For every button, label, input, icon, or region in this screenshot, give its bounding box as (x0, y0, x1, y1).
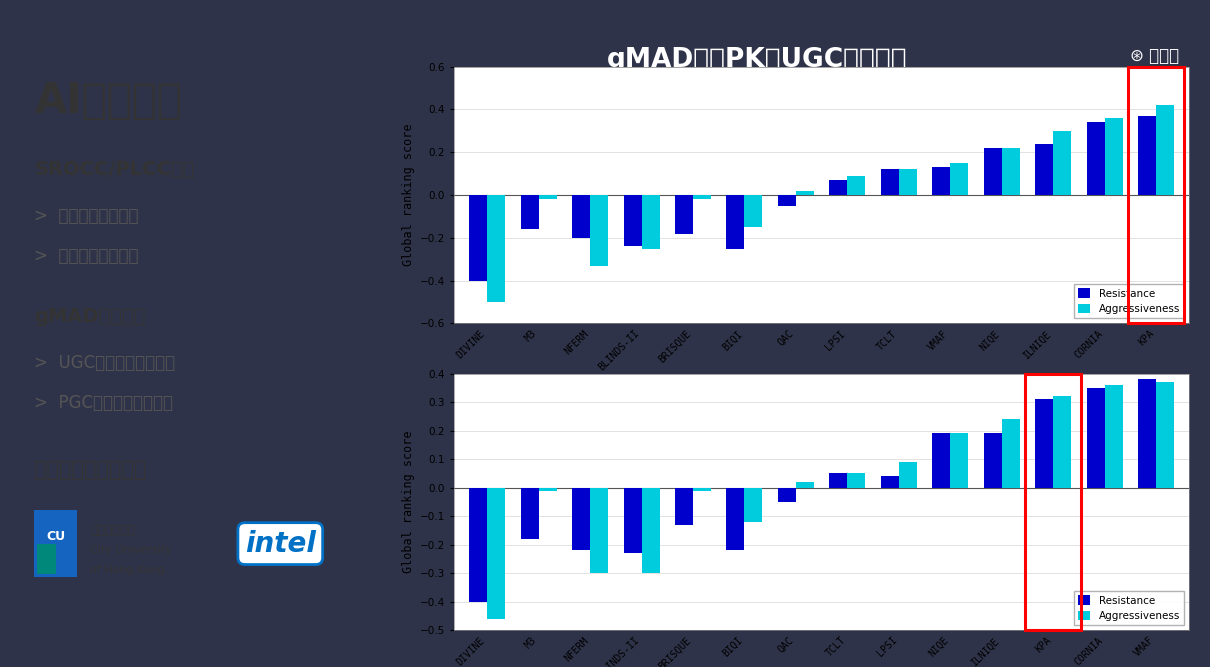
Text: >  全参考排名：第一: > 全参考排名：第一 (34, 247, 139, 265)
FancyBboxPatch shape (34, 510, 77, 577)
Bar (1035, 399, 1053, 488)
Bar (726, 195, 744, 249)
Bar (1053, 131, 1071, 195)
Bar (950, 163, 968, 195)
Bar (796, 191, 814, 195)
Bar (1035, 143, 1053, 195)
Bar (641, 488, 659, 573)
Text: >  UGC中评测排名：第一: > UGC中评测排名：第一 (34, 354, 175, 372)
Bar (847, 176, 865, 195)
Text: ⊛ 金山云: ⊛ 金山云 (1130, 47, 1179, 65)
Legend: Resistance, Aggressiveness: Resistance, Aggressiveness (1073, 284, 1185, 318)
Bar (899, 462, 917, 488)
Bar (641, 195, 659, 249)
Bar (488, 195, 506, 302)
Bar (1156, 382, 1174, 488)
Bar (1087, 122, 1105, 195)
Y-axis label: Global ranking score: Global ranking score (402, 124, 415, 266)
Bar (1105, 118, 1123, 195)
Bar (881, 169, 899, 195)
Text: >  PGC中评测排名：第三: > PGC中评测排名：第三 (34, 394, 173, 412)
Text: of Hong Kong: of Hong Kong (91, 566, 165, 575)
Bar (1137, 380, 1156, 488)
Bar (572, 195, 590, 238)
Text: City University: City University (91, 546, 172, 555)
Bar (590, 488, 609, 573)
Bar (469, 195, 488, 281)
Bar (693, 195, 711, 199)
Bar (726, 488, 744, 550)
Bar (1002, 148, 1020, 195)
Text: intel: intel (244, 530, 316, 558)
Bar (1156, 105, 1174, 195)
Bar (744, 488, 762, 522)
Bar (950, 434, 968, 488)
Bar (881, 476, 899, 488)
Bar (520, 195, 538, 229)
Text: gMAD攻防排名: gMAD攻防排名 (34, 307, 146, 325)
Bar (847, 474, 865, 488)
Bar (538, 488, 557, 490)
Bar (488, 488, 506, 619)
Bar (1128, 67, 1185, 323)
Text: AI评价指标: AI评价指标 (34, 80, 183, 122)
Text: CU: CU (46, 530, 65, 544)
Bar (1105, 385, 1123, 488)
Bar (932, 434, 950, 488)
Bar (778, 488, 796, 502)
Bar (984, 434, 1002, 488)
Bar (744, 195, 762, 227)
Bar (829, 474, 847, 488)
Bar (984, 148, 1002, 195)
Bar (520, 488, 538, 539)
Bar (623, 488, 641, 554)
Bar (899, 169, 917, 195)
Bar (693, 488, 711, 490)
Bar (1053, 396, 1071, 488)
Bar (778, 195, 796, 206)
Bar (829, 180, 847, 195)
Bar (572, 488, 590, 550)
Legend: Resistance, Aggressiveness: Resistance, Aggressiveness (1073, 591, 1185, 625)
Bar (932, 167, 950, 195)
Bar (590, 195, 609, 265)
Bar (1137, 116, 1156, 195)
Bar (623, 195, 641, 247)
Bar (469, 488, 488, 602)
Text: >  无参考排名：第一: > 无参考排名：第一 (34, 207, 139, 225)
Bar (538, 195, 557, 199)
Bar (1025, 374, 1082, 630)
Text: 参与联合研究的机构: 参与联合研究的机构 (34, 460, 146, 480)
Text: SROCC/PLCC排名: SROCC/PLCC排名 (34, 160, 195, 179)
Bar (675, 195, 693, 233)
Text: gMAD攻防PK，UGC场景问鼎: gMAD攻防PK，UGC场景问鼎 (607, 47, 908, 73)
Bar (1002, 419, 1020, 488)
Y-axis label: Global ranking score: Global ranking score (402, 431, 415, 573)
Bar (1087, 388, 1105, 488)
FancyBboxPatch shape (36, 544, 56, 574)
Bar (675, 488, 693, 525)
Text: 香港城市大学: 香港城市大学 (91, 524, 136, 537)
Bar (796, 482, 814, 488)
